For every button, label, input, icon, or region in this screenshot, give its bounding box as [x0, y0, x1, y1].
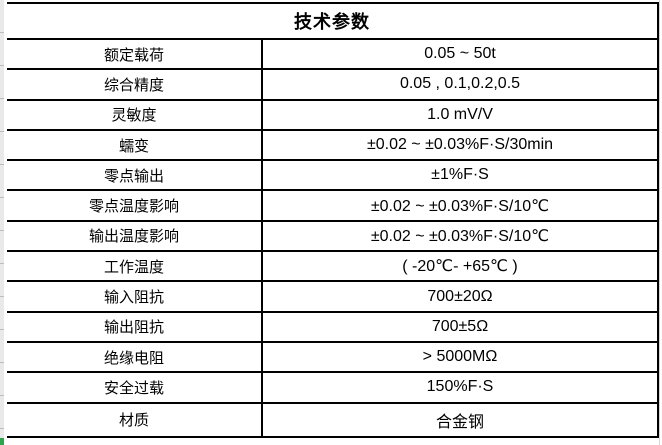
table-row: 绝缘电阻 > 5000MΩ: [7, 340, 659, 374]
table-row: 输出温度影响 ±0.02 ~ ±0.03%F·S/10℃: [7, 219, 659, 253]
spec-table: 技术参数 额定载荷 0.05 ~ 50t 综合精度 0.05 , 0.1,0.2…: [7, 2, 659, 439]
param-label: 蠕变: [7, 128, 263, 162]
param-value: 合金钢: [261, 401, 659, 439]
param-label: 安全过载: [7, 371, 263, 404]
param-value: > 5000MΩ: [261, 340, 659, 374]
table-row: 材质 合金钢: [7, 401, 659, 439]
table-title: 技术参数: [7, 2, 659, 40]
param-value: ±0.02 ~ ±0.03%F·S/10℃: [261, 219, 659, 253]
param-label: 零点输出: [7, 159, 263, 192]
param-label: 输出阻抗: [7, 310, 263, 343]
param-value: ±0.02 ~ ±0.03%F·S/10℃: [261, 189, 659, 222]
param-label: 绝缘电阻: [7, 340, 263, 374]
table-row: 输入阻抗 700±20Ω: [7, 280, 659, 313]
table-row: 安全过载 150%F·S: [7, 371, 659, 404]
param-label: 额定载荷: [7, 37, 263, 71]
param-value: 700±20Ω: [261, 280, 659, 313]
param-label: 综合精度: [7, 68, 263, 101]
param-label: 工作温度: [7, 250, 263, 283]
param-label: 零点温度影响: [7, 189, 263, 222]
param-label: 材质: [7, 401, 263, 439]
table-row: 工作温度 ( -20℃- +65℃ ): [7, 250, 659, 283]
param-value: ±1%F·S: [261, 159, 659, 192]
param-value: 150%F·S: [261, 371, 659, 404]
table-row: 零点温度影响 ±0.02 ~ ±0.03%F·S/10℃: [7, 189, 659, 222]
table-row: 零点输出 ±1%F·S: [7, 159, 659, 192]
param-value: 0.05 , 0.1,0.2,0.5: [261, 68, 659, 101]
spec-table-body: 额定载荷 0.05 ~ 50t 综合精度 0.05 , 0.1,0.2,0.5 …: [7, 37, 659, 439]
param-value: 0.05 ~ 50t: [261, 37, 659, 71]
param-label: 灵敏度: [7, 98, 263, 131]
param-label: 输出温度影响: [7, 219, 263, 253]
table-row: 蠕变 ±0.02 ~ ±0.03%F·S/30min: [7, 128, 659, 162]
param-value: ( -20℃- +65℃ ): [261, 250, 659, 283]
param-value: 1.0 mV/V: [261, 98, 659, 131]
right-gridline: [659, 0, 660, 445]
table-row: 综合精度 0.05 , 0.1,0.2,0.5: [7, 68, 659, 101]
param-label: 输入阻抗: [7, 280, 263, 313]
table-row: 输出阻抗 700±5Ω: [7, 310, 659, 343]
header-row: 技术参数: [7, 2, 659, 40]
table-row: 额定载荷 0.05 ~ 50t: [7, 37, 659, 71]
selection-fill-handle-icon: [0, 438, 4, 445]
left-gridline-strip: [0, 0, 4, 445]
param-value: 700±5Ω: [261, 310, 659, 343]
table-row: 灵敏度 1.0 mV/V: [7, 98, 659, 131]
param-value: ±0.02 ~ ±0.03%F·S/30min: [261, 128, 659, 162]
